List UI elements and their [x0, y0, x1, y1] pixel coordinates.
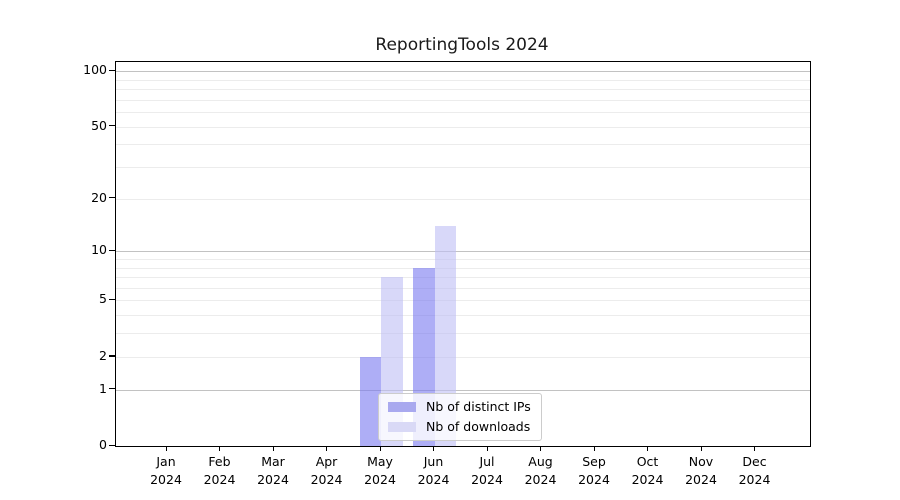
x-tick-mark-sep — [593, 446, 595, 451]
x-tick-mark-aug — [540, 446, 542, 451]
x-tick-label-jun: Jun 2024 — [417, 454, 450, 487]
x-tick-mark-apr — [326, 446, 328, 451]
gridline-10 — [116, 251, 810, 253]
x-tick-mark-nov — [700, 446, 702, 451]
gridline-50 — [116, 126, 810, 128]
legend-swatch-downloads — [388, 421, 416, 432]
gridline-2 — [116, 356, 810, 358]
y-tick-label-10: 10 — [91, 242, 107, 258]
gridline-1 — [116, 389, 810, 391]
x-tick-label-dec: Dec 2024 — [738, 454, 771, 487]
x-tick-mark-feb — [219, 446, 221, 451]
gridline-100 — [116, 71, 810, 73]
chart-title: ReportingTools 2024 — [375, 35, 549, 55]
y-tick-label-5: 5 — [99, 291, 107, 307]
gridline-80 — [116, 89, 810, 91]
x-tick-mark-oct — [647, 446, 649, 451]
legend-item-downloads: Nb of downloads — [388, 419, 531, 434]
legend-label-downloads: Nb of downloads — [426, 419, 531, 434]
y-tick-mark-20 — [109, 197, 115, 199]
x-tick-mark-jun — [433, 446, 435, 451]
y-tick-mark-1 — [109, 388, 115, 390]
gridline-4 — [116, 315, 810, 317]
y-tick-mark-100 — [109, 69, 115, 71]
x-tick-label-nov: Nov 2024 — [685, 454, 717, 487]
legend-swatch-distinct-ips — [388, 401, 416, 412]
legend: Nb of distinct IPs Nb of downloads — [378, 393, 542, 441]
x-tick-mark-dec — [754, 446, 756, 451]
y-tick-label-20: 20 — [91, 189, 107, 205]
y-tick-label-1: 1 — [99, 380, 107, 396]
x-tick-mark-mar — [272, 446, 274, 451]
y-tick-label-50: 50 — [91, 117, 107, 133]
x-tick-label-may: May 2024 — [364, 454, 396, 487]
legend-label-distinct-ips: Nb of distinct IPs — [426, 399, 531, 414]
gridline-6 — [116, 287, 810, 289]
gridline-30 — [116, 167, 810, 169]
y-tick-mark-10 — [109, 249, 115, 252]
y-tick-mark-0 — [109, 444, 115, 446]
gridline-20 — [116, 198, 810, 200]
x-tick-mark-jul — [486, 446, 488, 451]
x-tick-label-sep: Sep 2024 — [578, 454, 610, 487]
gridline-7 — [116, 277, 810, 279]
x-tick-mark-may — [379, 446, 381, 451]
x-tick-label-mar: Mar 2024 — [257, 454, 289, 487]
gridline-8 — [116, 267, 810, 269]
gridline-60 — [116, 112, 810, 114]
y-tick-mark-2 — [109, 355, 115, 357]
gridline-3 — [116, 333, 810, 335]
gridline-70 — [116, 99, 810, 101]
bar-nb-of-downloads-jun-2024 — [434, 226, 456, 446]
y-tick-label-100: 100 — [83, 62, 107, 78]
y-tick-label-2: 2 — [99, 347, 107, 363]
x-tick-mark-jan — [165, 446, 167, 451]
x-tick-label-feb: Feb 2024 — [203, 454, 236, 487]
bar-nb-of-distinct-ips-may-2024 — [359, 356, 381, 446]
x-tick-label-oct: Oct 2024 — [631, 454, 664, 487]
y-tick-mark-50 — [109, 125, 115, 127]
gridline-9 — [116, 258, 810, 260]
x-tick-label-apr: Apr 2024 — [310, 454, 343, 487]
x-tick-label-jan: Jan 2024 — [150, 454, 182, 487]
y-tick-mark-5 — [109, 298, 115, 301]
legend-item-distinct-ips: Nb of distinct IPs — [388, 399, 531, 414]
plot-area — [115, 61, 811, 447]
gridline-40 — [116, 144, 810, 146]
gridline-5 — [116, 300, 810, 302]
y-tick-label-0: 0 — [99, 437, 107, 452]
x-tick-label-jul: Jul 2024 — [471, 454, 503, 487]
x-tick-label-aug: Aug 2024 — [524, 454, 557, 487]
gridline-90 — [116, 79, 810, 81]
